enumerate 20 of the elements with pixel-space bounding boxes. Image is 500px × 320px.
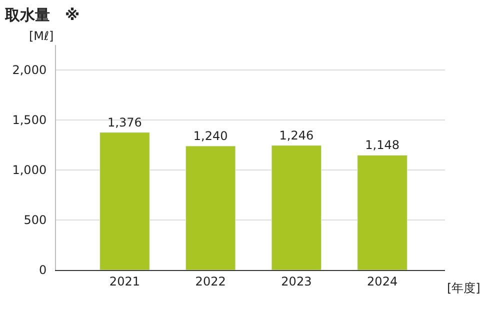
bar [357, 154, 408, 270]
x-tick-label: 2022 [195, 274, 226, 288]
y-tick-label: 500 [24, 213, 47, 228]
bar [185, 146, 236, 270]
bar [271, 145, 322, 270]
data-label: 1,148 [365, 138, 400, 152]
x-tick-label: 2023 [281, 274, 312, 288]
y-axis-title: [Mℓ] [29, 29, 54, 43]
x-tick-label: 2021 [109, 274, 140, 288]
x-axis-title: [年度] [447, 281, 480, 295]
y-tick-label: 1,500 [12, 113, 47, 128]
bar [100, 132, 150, 270]
data-label: 1,246 [279, 128, 314, 142]
chart-title: 取水量 ※ [4, 6, 80, 24]
y-tick-label: 1,000 [12, 163, 47, 178]
data-label: 1,240 [193, 129, 228, 143]
y-tick-label: 2,000 [12, 63, 47, 78]
y-tick-label: 0 [38, 263, 47, 278]
x-tick-label: 2024 [367, 274, 398, 288]
data-label: 1,376 [108, 115, 142, 130]
